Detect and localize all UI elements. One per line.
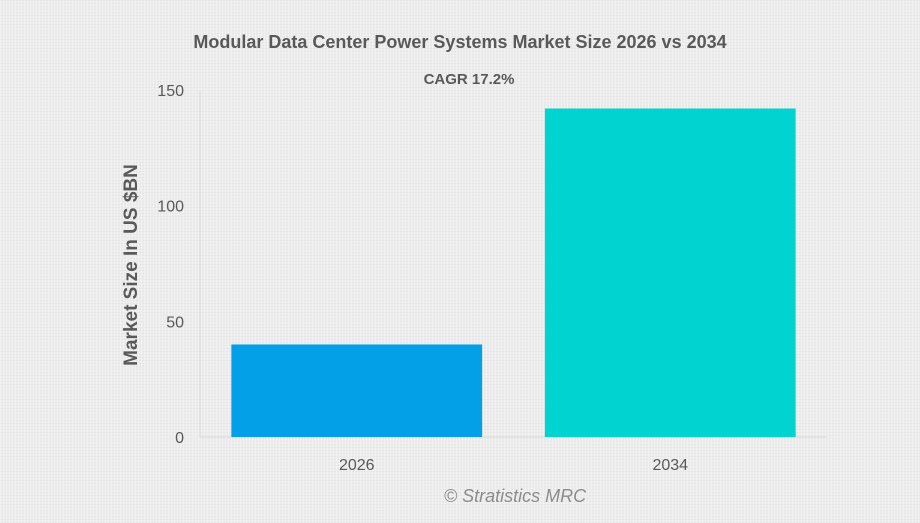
y-tick-label: 150 (157, 83, 184, 100)
bar-2034 (544, 108, 796, 438)
bars (231, 108, 796, 438)
x-tick-label-2026: 2026 (339, 457, 375, 474)
y-tick-label: 0 (175, 430, 184, 447)
x-tick-label-2034: 2034 (652, 457, 688, 474)
chart-title: Modular Data Center Power Systems Market… (193, 32, 726, 52)
cagr-annotation: CAGR 17.2% (424, 71, 515, 88)
y-axis-ticks: 0 50 100 150 (157, 83, 184, 447)
y-tick-label: 100 (157, 199, 184, 216)
watermark: © Stratistics MRC (444, 486, 587, 506)
y-axis-title: Market Size In US $BN (121, 164, 142, 366)
bar-2026 (231, 344, 483, 437)
x-axis-ticks: 2026 2034 (339, 457, 688, 474)
y-tick-label: 50 (166, 314, 184, 331)
